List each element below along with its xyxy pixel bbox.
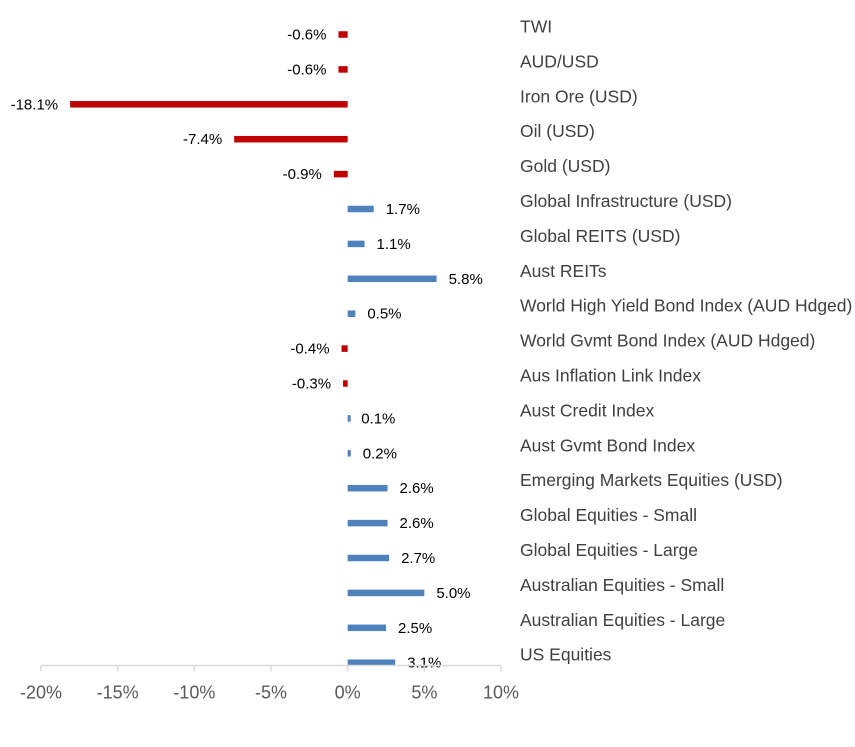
value-label: 1.7% xyxy=(386,201,420,218)
bar xyxy=(347,310,356,317)
category-label: Oil (USD) xyxy=(520,121,595,141)
category-label: Global Infrastructure (USD) xyxy=(520,191,732,211)
value-label: 2.6% xyxy=(400,480,434,497)
bar xyxy=(347,275,437,283)
category-label: Australian Equities - Small xyxy=(520,575,724,595)
bar xyxy=(347,659,396,666)
bar xyxy=(338,31,348,38)
bar xyxy=(347,484,388,492)
x-tick-label: -10% xyxy=(173,683,215,703)
bar xyxy=(347,624,386,632)
category-label: Global REITS (USD) xyxy=(520,226,680,246)
category-label: Global Equities - Large xyxy=(520,540,698,560)
bar xyxy=(70,101,348,108)
bar xyxy=(347,450,351,457)
value-label: 2.6% xyxy=(400,515,434,532)
bar xyxy=(234,135,348,143)
value-label: -0.6% xyxy=(287,61,326,78)
value-label: 5.8% xyxy=(449,271,483,288)
value-label: 2.7% xyxy=(401,550,435,567)
x-tick-label: -20% xyxy=(20,683,62,703)
category-label: Aust Gvmt Bond Index xyxy=(520,435,695,455)
value-label: -0.4% xyxy=(290,341,329,358)
x-tick-label: -15% xyxy=(97,683,139,703)
x-tick-label: -5% xyxy=(255,683,287,703)
value-label: -7.4% xyxy=(183,131,222,148)
x-tick-label: 5% xyxy=(411,683,437,703)
category-label: Global Equities - Small xyxy=(520,505,697,525)
bar xyxy=(347,554,390,562)
bar xyxy=(347,415,351,422)
category-label: Aust Credit Index xyxy=(520,400,654,420)
value-label: -0.6% xyxy=(287,27,326,44)
x-tick-label: 0% xyxy=(335,683,361,703)
bar xyxy=(347,205,374,213)
category-label: World High Yield Bond Index (AUD Hdged) xyxy=(520,296,852,316)
bar xyxy=(338,66,348,73)
bar xyxy=(341,345,348,352)
value-label: 2.5% xyxy=(398,620,432,637)
category-label: Aus Inflation Link Index xyxy=(520,366,701,386)
value-labels: -0.6% -0.6% -18.1% -7.4% -0.9% 1.7% 1.1% 5.8% 0.… xyxy=(11,27,483,672)
bar xyxy=(333,170,348,178)
category-label: Aust REITs xyxy=(520,261,607,281)
category-label: World Gvmt Bond Index (AUD Hdged) xyxy=(520,331,815,351)
value-label: 0.1% xyxy=(361,410,395,427)
category-labels: TWI AUD/USD Iron Ore (USD) Oil (USD) Gold (U… xyxy=(520,17,852,665)
value-label: -18.1% xyxy=(11,96,59,113)
bar xyxy=(347,589,425,597)
bar xyxy=(347,519,388,527)
bar xyxy=(343,380,348,387)
x-tick-label: 10% xyxy=(483,683,519,703)
category-label: Emerging Markets Equities (USD) xyxy=(520,470,783,490)
bar xyxy=(347,240,365,248)
category-label: Australian Equities - Large xyxy=(520,610,725,630)
category-label: US Equities xyxy=(520,645,612,665)
value-label: 0.2% xyxy=(363,445,397,462)
value-label: -0.9% xyxy=(283,166,322,183)
value-label: 3.1% xyxy=(407,655,441,672)
value-label: 1.1% xyxy=(377,236,411,253)
value-label: 5.0% xyxy=(436,585,470,602)
bars xyxy=(70,31,437,666)
x-axis: -20% -15% -10% -5% 0% 5% 10% xyxy=(20,664,519,703)
value-label: -0.3% xyxy=(292,376,331,393)
category-label: AUD/USD xyxy=(520,51,599,71)
category-label: Iron Ore (USD) xyxy=(520,86,638,106)
category-label: Gold (USD) xyxy=(520,156,610,176)
value-label: 0.5% xyxy=(367,306,401,323)
category-label: TWI xyxy=(520,17,552,37)
